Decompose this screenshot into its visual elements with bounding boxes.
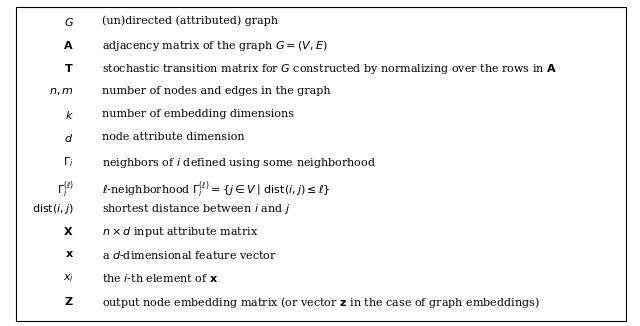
Text: shortest distance between $i$ and $j$: shortest distance between $i$ and $j$ — [102, 202, 291, 216]
Text: $\mathbf{T}$: $\mathbf{T}$ — [64, 62, 74, 74]
Text: output node embedding matrix (or vector $\mathbf{z}$ in the case of graph embedd: output node embedding matrix (or vector … — [102, 295, 540, 310]
Text: $\Gamma_i^{(\ell)}$: $\Gamma_i^{(\ell)}$ — [57, 179, 74, 200]
Text: a $d$-dimensional feature vector: a $d$-dimensional feature vector — [102, 249, 277, 261]
Text: neighbors of $i$ defined using some neighborhood: neighbors of $i$ defined using some neig… — [102, 156, 376, 170]
Text: number of nodes and edges in the graph: number of nodes and edges in the graph — [102, 86, 331, 96]
Text: $\Gamma_i$: $\Gamma_i$ — [63, 156, 74, 169]
Text: $d$: $d$ — [65, 132, 74, 144]
Text: $G$: $G$ — [63, 16, 74, 28]
Text: $\ell$-neighborhood $\Gamma_i^{(\ell)} = \{j \in V \mid \mathrm{dist}(i, j) \leq: $\ell$-neighborhood $\Gamma_i^{(\ell)} =… — [102, 179, 331, 200]
Text: $\mathbf{A}$: $\mathbf{A}$ — [63, 39, 74, 51]
Text: $n, m$: $n, m$ — [49, 86, 74, 96]
Text: $\mathbf{X}$: $\mathbf{X}$ — [63, 226, 74, 237]
Text: $x_i$: $x_i$ — [63, 272, 74, 284]
Text: $n \times d$ input attribute matrix: $n \times d$ input attribute matrix — [102, 226, 259, 239]
Text: number of embedding dimensions: number of embedding dimensions — [102, 109, 294, 119]
Text: adjacency matrix of the graph $G = (V, E)$: adjacency matrix of the graph $G = (V, E… — [102, 39, 328, 53]
Text: node attribute dimension: node attribute dimension — [102, 132, 245, 142]
Text: $\mathbf{Z}$: $\mathbf{Z}$ — [64, 295, 74, 307]
Text: $k$: $k$ — [65, 109, 74, 121]
Text: stochastic transition matrix for $G$ constructed by normalizing over the rows in: stochastic transition matrix for $G$ con… — [102, 62, 557, 76]
Text: $\mathrm{dist}(i, j)$: $\mathrm{dist}(i, j)$ — [31, 202, 74, 216]
Text: $\mathbf{x}$: $\mathbf{x}$ — [65, 249, 74, 259]
Text: the $i$-th element of $\mathbf{x}$: the $i$-th element of $\mathbf{x}$ — [102, 272, 219, 284]
Text: (un)directed (attributed) graph: (un)directed (attributed) graph — [102, 16, 278, 26]
